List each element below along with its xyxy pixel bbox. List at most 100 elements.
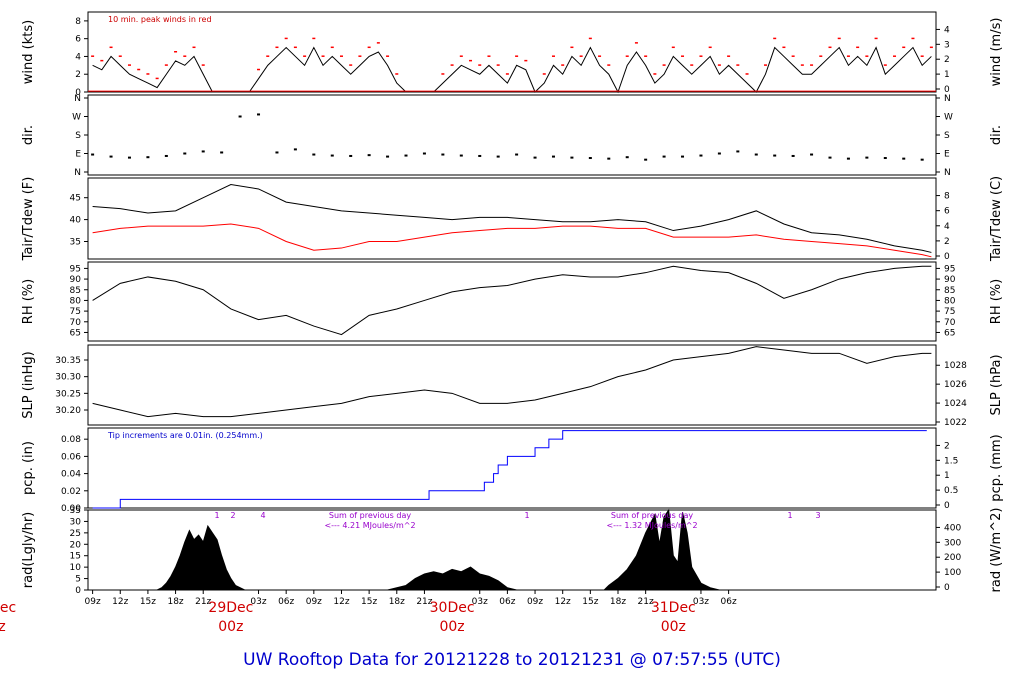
- y-tick-label: 20: [70, 540, 82, 550]
- peak-marker: [450, 64, 454, 66]
- x-tick-label: 15z: [361, 597, 377, 607]
- y-tick-label: 0.06: [61, 452, 81, 462]
- x-tick-label: 09z: [85, 597, 101, 607]
- y-tick-label: 10: [70, 563, 82, 573]
- peak-marker: [505, 73, 509, 75]
- panel-frame: [87, 427, 937, 509]
- data-point: [570, 156, 574, 159]
- y-axis-label: SLP (inHg): [21, 351, 36, 419]
- x-tick-label: 15z: [140, 597, 156, 607]
- peak-marker: [441, 73, 445, 75]
- data-point: [551, 155, 555, 158]
- y-tick-label-right: 1028: [944, 361, 967, 371]
- panel-temp: 35 40 45 0 2 4 6 8 Tair/Tdew (F) Tair/Tdew (C): [21, 176, 1004, 262]
- y-tick-label: 30: [70, 517, 82, 527]
- data-point: [588, 157, 592, 160]
- y-tick-label-right: 90: [944, 275, 956, 285]
- y-axis-label-right: RH (%): [989, 279, 1004, 324]
- peak-marker: [515, 55, 519, 57]
- peak-marker: [828, 46, 832, 49]
- peak-marker: [496, 64, 500, 66]
- y-tick-label: 4: [75, 52, 81, 62]
- peak-marker: [911, 37, 915, 40]
- peak-marker: [819, 55, 823, 57]
- y-tick-label: 30.25: [55, 389, 81, 399]
- y-tick-label: 0.04: [61, 470, 81, 480]
- data-point: [607, 157, 611, 160]
- peak-marker: [727, 55, 731, 57]
- day-label: 29Dec: [208, 600, 254, 616]
- peak-marker: [579, 55, 583, 57]
- data-point: [183, 152, 187, 155]
- peak-marker: [349, 64, 353, 66]
- y-tick-label: 30.30: [55, 373, 81, 383]
- peak-marker: [681, 55, 685, 57]
- peak-marker: [846, 55, 850, 57]
- y-axis-label: RH (%): [21, 279, 36, 324]
- peak-marker: [459, 55, 463, 57]
- y-tick-label: 30.35: [55, 356, 81, 366]
- y-tick-label: 65: [70, 328, 81, 338]
- data-point: [404, 154, 408, 157]
- peak-marker: [837, 37, 841, 40]
- y-tick-label-right: 100: [944, 568, 961, 578]
- day-label: 30Dec: [429, 600, 475, 616]
- y-tick-label-right: 0: [944, 85, 950, 95]
- peak-marker: [367, 46, 371, 49]
- y-tick-label: N: [74, 94, 81, 104]
- peak-marker: [782, 46, 786, 49]
- y-tick-label: 45: [70, 194, 81, 204]
- y-tick-label: 40: [70, 216, 82, 226]
- x-tick-label: 03z: [250, 597, 266, 607]
- peak-marker: [736, 64, 740, 66]
- y-tick-label: 0.08: [61, 435, 81, 445]
- peak-marker: [625, 55, 629, 57]
- rad-annotation: <--- 1.32 MJoules/m^2: [606, 521, 697, 530]
- peak-marker: [745, 73, 749, 75]
- peak-marker: [883, 64, 887, 66]
- peak-marker: [469, 59, 473, 62]
- data-point: [791, 154, 795, 157]
- peak-marker: [671, 46, 675, 49]
- peak-marker: [800, 64, 804, 66]
- panel-frame: [87, 261, 937, 342]
- peak-marker: [303, 55, 307, 57]
- panel-frame: [87, 11, 937, 93]
- data-point: [238, 115, 242, 118]
- peak-marker: [339, 55, 343, 57]
- data-point: [91, 153, 95, 156]
- y-tick-label: 15: [70, 552, 81, 562]
- day-hour-label: 00z: [218, 619, 244, 635]
- peak-marker: [644, 55, 648, 57]
- y-tick-label: 90: [70, 275, 82, 285]
- day-label: 31Dec: [650, 600, 696, 616]
- y-tick-label-right: 70: [944, 318, 956, 328]
- y-tick-label: 0: [75, 88, 81, 98]
- y-axis-label: rad(Lgly/hr): [21, 512, 36, 588]
- peak-marker: [174, 51, 178, 53]
- x-tick-label: 12z: [112, 597, 128, 607]
- peak-marker: [127, 64, 131, 66]
- x-tick-label: 06z: [499, 597, 515, 607]
- y-axis-label: dir.: [21, 125, 36, 145]
- y-tick-label: 0.02: [61, 487, 81, 497]
- data-point: [717, 152, 721, 155]
- panel-frame: [87, 177, 937, 260]
- x-tick-label: 12z: [555, 597, 571, 607]
- y-tick-label: 5: [75, 575, 81, 585]
- x-tick-label: 21z: [195, 597, 211, 607]
- data-point: [386, 155, 390, 158]
- peak-marker: [164, 64, 168, 66]
- rad-annotation: 1: [214, 511, 219, 520]
- peak-marker: [118, 55, 122, 57]
- wind-series-0: [92, 46, 932, 94]
- y-tick-label-right: 3: [944, 40, 950, 50]
- peak-marker: [607, 64, 611, 66]
- peak-marker: [598, 55, 602, 57]
- data-point: [902, 157, 906, 160]
- y-axis-label-right: SLP (hPa): [989, 354, 1004, 415]
- peak-marker: [561, 64, 565, 66]
- peak-marker: [874, 37, 878, 40]
